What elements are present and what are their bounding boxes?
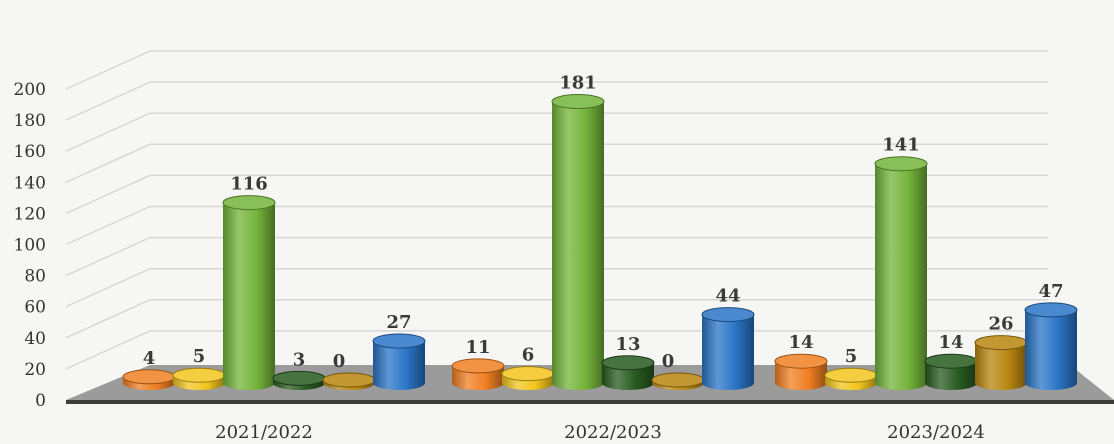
- data-label: 0: [662, 351, 675, 372]
- x-axis-ticks: 2021/2022 2022/2023 2023/2024: [215, 422, 985, 443]
- bar: [1024, 302, 1078, 390]
- data-label: 4: [143, 348, 156, 369]
- y-tick-label: 60: [24, 298, 46, 318]
- data-label: 11: [465, 337, 490, 358]
- data-label: 141: [882, 135, 920, 156]
- data-label: 181: [559, 73, 597, 94]
- y-tick-label: 120: [14, 204, 46, 224]
- bar: [774, 353, 828, 390]
- bar: [222, 195, 276, 390]
- bar: [701, 307, 755, 390]
- data-label: 0: [333, 351, 346, 372]
- bar: [172, 367, 226, 390]
- bar: [551, 94, 605, 391]
- grid-layer: [65, 50, 1048, 370]
- data-label: 5: [193, 346, 206, 367]
- bar: [372, 333, 426, 390]
- y-tick-label: 0: [35, 391, 46, 411]
- y-axis-ticks: 0 20 40 60 80 100 120 140 160 180 200: [14, 80, 46, 411]
- bar: [272, 370, 326, 390]
- bar: [122, 369, 176, 390]
- bar: [874, 156, 928, 390]
- bars-layer: [122, 94, 1078, 391]
- bar: [824, 367, 878, 390]
- y-tick-label: 160: [14, 142, 46, 162]
- y-tick-label: 80: [24, 267, 46, 287]
- bar: [451, 358, 505, 390]
- data-label: 13: [615, 334, 640, 355]
- data-label: 116: [230, 174, 268, 195]
- data-label: 26: [988, 314, 1013, 335]
- data-label: 6: [522, 345, 535, 366]
- floor-edge: [66, 400, 1114, 404]
- gridline: [65, 236, 1048, 277]
- gridline: [65, 174, 1048, 215]
- gridline: [65, 112, 1048, 152]
- data-label: 44: [715, 286, 740, 307]
- x-tick-label: 2022/2023: [564, 422, 662, 443]
- data-label: 14: [938, 332, 963, 353]
- bar: [322, 372, 376, 390]
- data-label: 5: [845, 346, 858, 367]
- y-tick-label: 200: [14, 80, 46, 100]
- bar: [601, 355, 655, 390]
- gridline: [65, 205, 1048, 246]
- bar: [501, 366, 555, 390]
- y-tick-label: 40: [24, 329, 46, 349]
- data-label: 14: [788, 332, 813, 353]
- data-label: 3: [293, 349, 306, 370]
- x-tick-label: 2023/2024: [887, 422, 985, 443]
- gridline: [65, 143, 1048, 183]
- y-tick-label: 100: [14, 236, 46, 256]
- bar: [924, 353, 978, 390]
- y-tick-label: 20: [24, 360, 46, 380]
- y-tick-label: 140: [14, 173, 46, 193]
- data-label: 47: [1038, 281, 1063, 302]
- gridline: [65, 267, 1048, 308]
- gridline: [65, 81, 1048, 121]
- gridline: [65, 299, 1048, 339]
- bar: [651, 372, 705, 390]
- y-tick-label: 180: [14, 111, 46, 131]
- x-tick-label: 2021/2022: [215, 422, 313, 443]
- gridline: [65, 50, 1048, 90]
- data-label: 27: [386, 312, 411, 333]
- bar: [974, 335, 1028, 390]
